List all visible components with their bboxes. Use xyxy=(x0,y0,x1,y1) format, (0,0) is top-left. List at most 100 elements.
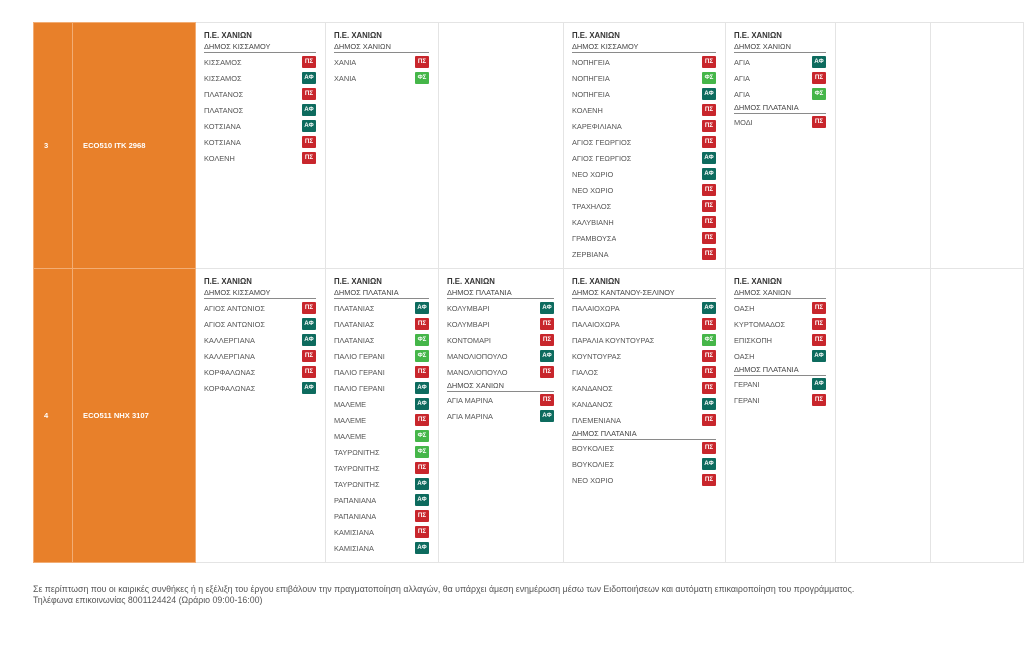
stop-name: ΡΑΠΑΝΙΑΝΑ xyxy=(334,511,377,521)
stop-item: ΚΙΣΣΑΜΟΣ ΠΣ xyxy=(204,54,316,70)
stop-name: ΑΓΙΑ xyxy=(734,89,750,99)
stop-name: ΠΛΑΤΑΝΟΣ xyxy=(204,105,244,115)
vehicle-id: ECO510 ITK 2968 xyxy=(72,22,196,269)
service-badge: ΦΣ xyxy=(415,350,429,362)
service-badge: ΠΣ xyxy=(812,318,826,330)
stop-item: ΕΠΙΣΚΟΠΗ ΠΣ xyxy=(734,332,826,348)
region-heading: Π.Ε. ΧΑΝΙΩΝ xyxy=(734,31,782,40)
stop-item: ΚΟΥΝΤΟΥΡΑΣ ΠΣ xyxy=(572,348,716,364)
footer-note: Σε περίπτωση που οι καιρικές συνθήκες ή … xyxy=(33,584,855,594)
stop-name: ΚΙΣΣΑΜΟΣ xyxy=(204,57,242,67)
stop-name: ΚΟΡΦΑΛΩΝΑΣ xyxy=(204,383,256,393)
stop-item: ΑΓΙΟΣ ΑΝΤΩΝΙΟΣ ΑΦ xyxy=(204,316,316,332)
service-badge: ΠΣ xyxy=(702,104,716,116)
stop-name: ΤΑΥΡΩΝΙΤΗΣ xyxy=(334,463,380,473)
service-badge: ΠΣ xyxy=(702,382,716,394)
municipality-heading: ΔΗΜΟΣ ΠΛΑΤΑΝΙΑ xyxy=(447,287,554,299)
stop-name: ΠΛΕΜΕΝΙΑΝΑ xyxy=(572,415,621,425)
service-badge: ΦΣ xyxy=(415,72,429,84)
stop-item: ΚΑΝΔΑΝΟΣ ΠΣ xyxy=(572,380,716,396)
stop-item: ΝΟΠΗΓΕΙΑ ΦΣ xyxy=(572,70,716,86)
stop-item: ΜΑΛΕΜΕ ΦΣ xyxy=(334,428,429,444)
route-block: Π.Ε. ΧΑΝΙΩΝ ΔΗΜΟΣ ΚΑΝΤΑΝΟΥ-ΣΕΛΙΝΟΥ ΠΑΛΑΙΟΧ… xyxy=(572,276,716,488)
day-cell: Π.Ε. ΧΑΝΙΩΝ ΔΗΜΟΣ ΚΙΣΣΑΜΟΥ ΑΓΙΟΣ ΑΝΤΩΝΙΟΣ Π… xyxy=(195,268,326,563)
service-badge: ΑΦ xyxy=(302,104,316,116)
service-badge: ΦΣ xyxy=(415,334,429,346)
stop-name: ΚΑΛΥΒΙΑΝΗ xyxy=(572,217,614,227)
stop-item: ΚΑΛΥΒΙΑΝΗ ΠΣ xyxy=(572,214,716,230)
stop-item: ΠΛΑΤΑΝΙΑΣ ΦΣ xyxy=(334,332,429,348)
stop-name: ΑΓΙΑ ΜΑΡΙΝΑ xyxy=(447,395,493,405)
stop-name: ΠΑΛΙΟ ΓΕΡΑΝΙ xyxy=(334,367,385,377)
service-badge: ΑΦ xyxy=(540,410,554,422)
route-block: Π.Ε. ΧΑΝΙΩΝ ΔΗΜΟΣ ΧΑΝΙΩΝ ΟΑΣΗ ΠΣ ΚΥΡΤΟΜΑΔΟΣ Π… xyxy=(734,276,826,408)
service-badge: ΠΣ xyxy=(540,394,554,406)
stop-item: ΚΑΜΙΣΙΑΝΑ ΠΣ xyxy=(334,524,429,540)
day-cell xyxy=(835,22,931,269)
stop-name: ΚΟΥΝΤΟΥΡΑΣ xyxy=(572,351,622,361)
stop-item: ΓΙΑΛΟΣ ΠΣ xyxy=(572,364,716,380)
stop-name: ΚΑΛΛΕΡΓΙΑΝΑ xyxy=(204,335,255,345)
service-badge: ΠΣ xyxy=(702,350,716,362)
service-badge: ΠΣ xyxy=(702,184,716,196)
region-heading: Π.Ε. ΧΑΝΙΩΝ xyxy=(572,31,620,40)
stop-item: ΤΑΥΡΩΝΙΤΗΣ ΦΣ xyxy=(334,444,429,460)
stop-name: ΑΓΙΟΣ ΑΝΤΩΝΙΟΣ xyxy=(204,319,265,329)
service-badge: ΠΣ xyxy=(702,414,716,426)
service-badge: ΠΣ xyxy=(702,232,716,244)
stop-item: ΠΛΑΤΑΝΙΑΣ ΑΦ xyxy=(334,300,429,316)
stop-item: ΑΓΙΑ ΑΦ xyxy=(734,54,826,70)
day-cell: Π.Ε. ΧΑΝΙΩΝ ΔΗΜΟΣ ΧΑΝΙΩΝ ΟΑΣΗ ΠΣ ΚΥΡΤΟΜΑΔΟΣ Π… xyxy=(725,268,836,563)
stop-item: ΠΛΑΤΑΝΟΣ ΠΣ xyxy=(204,86,316,102)
stop-name: ΚΟΡΦΑΛΩΝΑΣ xyxy=(204,367,256,377)
stop-item: ΚΟΤΣΙΑΝΑ ΑΦ xyxy=(204,118,316,134)
stop-name: ΜΑΛΕΜΕ xyxy=(334,431,367,441)
stop-item: ΚΑΛΛΕΡΓΙΑΝΑ ΠΣ xyxy=(204,348,316,364)
day-cell: Π.Ε. ΧΑΝΙΩΝ ΔΗΜΟΣ ΧΑΝΙΩΝ ΧΑΝΙΑ ΠΣ ΧΑΝΙΑ ΦΣ xyxy=(325,22,439,269)
region-heading: Π.Ε. ΧΑΝΙΩΝ xyxy=(204,277,252,286)
stop-name: ΖΕΡΒΙΑΝΑ xyxy=(572,249,609,259)
route-block: Π.Ε. ΧΑΝΙΩΝ ΔΗΜΟΣ ΧΑΝΙΩΝ ΑΓΙΑ ΑΦ ΑΓΙΑ ΠΣ ΑΓΙΑ Φ… xyxy=(734,30,826,130)
stop-item: ΠΑΛΑΙΟΧΩΡΑ ΑΦ xyxy=(572,300,716,316)
stop-item: ΚΟΛΥΜΒΑΡΙ ΑΦ xyxy=(447,300,554,316)
day-cell xyxy=(930,268,1024,563)
stop-item: ΓΕΡΑΝΙ ΑΦ xyxy=(734,376,826,392)
stop-item: ΚΟΛΕΝΗ ΠΣ xyxy=(204,150,316,166)
service-badge: ΠΣ xyxy=(812,394,826,406)
municipality-heading: ΔΗΜΟΣ ΧΑΝΙΩΝ xyxy=(734,287,826,299)
stop-item: ΤΑΥΡΩΝΙΤΗΣ ΑΦ xyxy=(334,476,429,492)
region-heading: Π.Ε. ΧΑΝΙΩΝ xyxy=(734,277,782,286)
service-badge: ΠΣ xyxy=(415,318,429,330)
stop-item: ΓΕΡΑΝΙ ΠΣ xyxy=(734,392,826,408)
stop-item: ΒΟΥΚΟΛΙΕΣ ΠΣ xyxy=(572,440,716,456)
stop-name: ΒΟΥΚΟΛΙΕΣ xyxy=(572,443,615,453)
service-badge: ΑΦ xyxy=(812,378,826,390)
route-block: Π.Ε. ΧΑΝΙΩΝ ΔΗΜΟΣ ΠΛΑΤΑΝΙΑ ΠΛΑΤΑΝΙΑΣ ΑΦ ΠΛΑΤ… xyxy=(334,276,429,556)
service-badge: ΑΦ xyxy=(415,542,429,554)
service-badge: ΑΦ xyxy=(702,458,716,470)
stop-item: ΜΑΝΟΛΙΟΠΟΥΛΟ ΠΣ xyxy=(447,364,554,380)
stop-name: ΚΟΛΕΝΗ xyxy=(204,153,235,163)
route-block: Π.Ε. ΧΑΝΙΩΝ ΔΗΜΟΣ ΚΙΣΣΑΜΟΥ ΑΓΙΟΣ ΑΝΤΩΝΙΟΣ Π… xyxy=(204,276,316,396)
stop-item: ΑΓΙΟΣ ΓΕΩΡΓΙΟΣ ΑΦ xyxy=(572,150,716,166)
route-block: Π.Ε. ΧΑΝΙΩΝ ΔΗΜΟΣ ΚΙΣΣΑΜΟΥ ΚΙΣΣΑΜΟΣ ΠΣ ΚΙΣΣΑ… xyxy=(204,30,316,166)
stop-name: ΠΑΛΙΟ ΓΕΡΑΝΙ xyxy=(334,351,385,361)
service-badge: ΠΣ xyxy=(702,366,716,378)
service-badge: ΑΦ xyxy=(415,494,429,506)
service-badge: ΑΦ xyxy=(540,302,554,314)
stop-item: ΚΥΡΤΟΜΑΔΟΣ ΠΣ xyxy=(734,316,826,332)
stop-name: ΚΟΛΥΜΒΑΡΙ xyxy=(447,319,490,329)
service-badge: ΠΣ xyxy=(812,302,826,314)
stop-name: ΤΡΑΧΗΛΟΣ xyxy=(572,201,612,211)
service-badge: ΠΣ xyxy=(415,56,429,68)
service-badge: ΦΣ xyxy=(415,430,429,442)
stop-item: ΚΟΤΣΙΑΝΑ ΠΣ xyxy=(204,134,316,150)
municipality-heading: ΔΗΜΟΣ ΚΙΣΣΑΜΟΥ xyxy=(572,41,716,53)
stop-name: ΝΕΟ ΧΩΡΙΟ xyxy=(572,185,614,195)
stop-item: ΠΛΕΜΕΝΙΑΝΑ ΠΣ xyxy=(572,412,716,428)
day-cell xyxy=(930,22,1024,269)
service-badge: ΑΦ xyxy=(415,382,429,394)
stop-name: ΠΑΛΑΙΟΧΩΡΑ xyxy=(572,303,620,313)
row-number: 3 xyxy=(33,22,73,269)
service-badge: ΠΣ xyxy=(540,366,554,378)
